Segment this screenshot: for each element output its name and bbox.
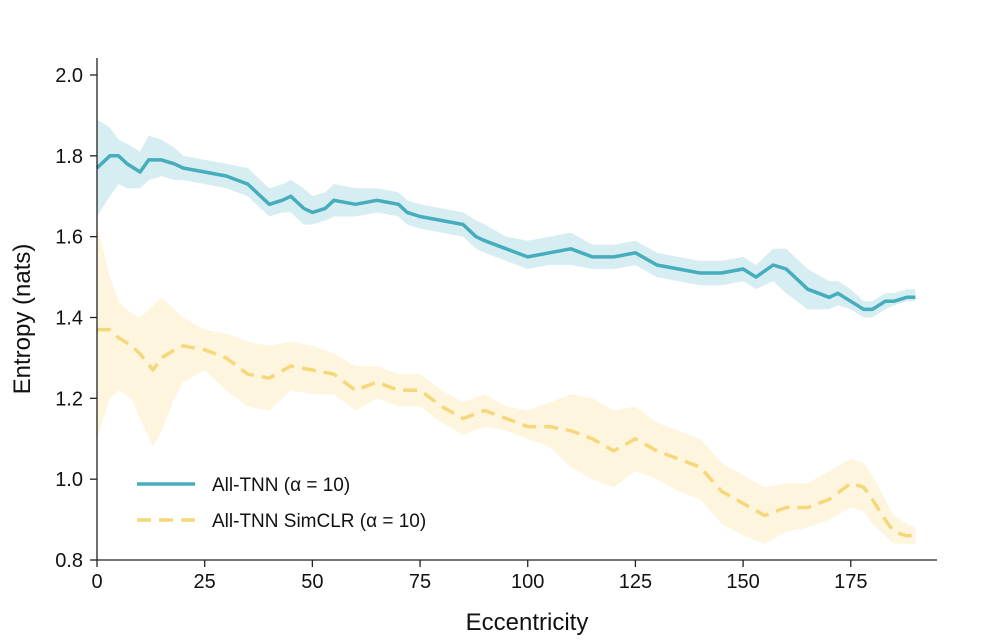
x-tick-label: 175 xyxy=(834,571,867,593)
x-tick-label: 75 xyxy=(409,571,431,593)
y-tick-label: 2.0 xyxy=(55,65,83,87)
series-lines xyxy=(95,154,916,538)
y-tick-label: 1.8 xyxy=(55,146,83,168)
confidence-bands xyxy=(97,119,916,544)
legend: All-TNN (α = 10) All-TNN SimCLR (α = 10) xyxy=(137,475,426,532)
all-tnn-line xyxy=(95,154,916,312)
x-ticks: 0 25 50 75 100 125 150 175 xyxy=(91,560,867,593)
all-tnn-band xyxy=(97,119,916,318)
legend-label-simclr: All-TNN SimCLR (α = 10) xyxy=(212,511,426,532)
simclr-band xyxy=(97,224,916,544)
y-ticks: 0.8 1.0 1.2 1.4 1.6 1.8 2.0 xyxy=(55,65,97,572)
x-tick-label: 0 xyxy=(91,571,102,593)
x-tick-label: 50 xyxy=(301,571,323,593)
y-tick-label: 1.0 xyxy=(55,469,83,491)
x-tick-label: 100 xyxy=(511,571,544,593)
legend-label-all-tnn: All-TNN (α = 10) xyxy=(212,475,350,496)
y-axis-title: Entropy (nats) xyxy=(9,244,36,395)
x-tick-label: 150 xyxy=(726,571,759,593)
x-tick-label: 25 xyxy=(194,571,216,593)
y-tick-label: 1.6 xyxy=(55,227,83,249)
y-tick-label: 0.8 xyxy=(55,550,83,572)
y-tick-label: 1.2 xyxy=(55,388,83,410)
y-tick-label: 1.4 xyxy=(55,308,83,330)
x-tick-label: 125 xyxy=(619,571,652,593)
axes xyxy=(96,58,937,561)
x-axis-title: Eccentricity xyxy=(466,609,589,636)
